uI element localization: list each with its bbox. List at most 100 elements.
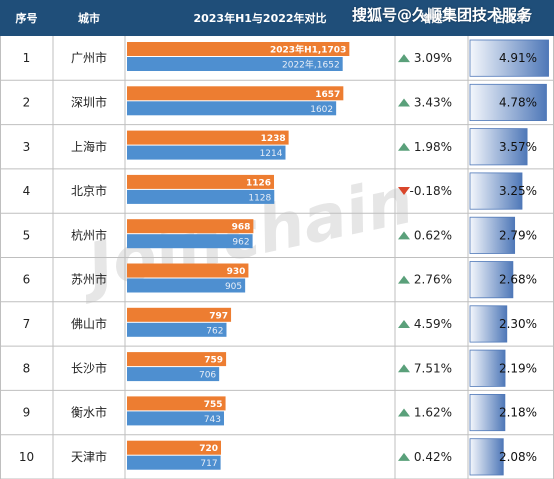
rank-cell: 7 xyxy=(23,317,31,331)
growth-up-arrow-icon xyxy=(398,142,410,151)
bar-2022 xyxy=(127,189,275,204)
bar-2022-label: 962 xyxy=(232,238,249,248)
city-cell: 衡水市 xyxy=(71,405,107,420)
bar-2022 xyxy=(127,101,337,116)
city-cell: 北京市 xyxy=(71,183,107,198)
bar-2023-label: 720 xyxy=(199,444,218,454)
share-bar xyxy=(469,216,516,254)
bar-2023-label: 2023年H1,1703 xyxy=(270,44,346,56)
bar-2023 xyxy=(127,396,226,411)
growth-value: -0.18% xyxy=(410,184,452,198)
growth-value: 0.62% xyxy=(414,228,452,242)
header-compare: 2023年H1与2022年对比 xyxy=(193,11,326,25)
bar-2022-label: 1214 xyxy=(260,149,283,159)
bar-2022-label: 743 xyxy=(204,415,221,425)
bar-2022-label: 1128 xyxy=(248,193,271,203)
rank-cell: 4 xyxy=(23,184,31,198)
share-bar xyxy=(469,261,514,299)
bar-2022-label: 762 xyxy=(206,326,223,336)
city-cell: 杭州市 xyxy=(71,227,107,242)
rank-cell: 2 xyxy=(23,95,31,109)
rank-cell: 3 xyxy=(23,140,31,154)
bar-2022 xyxy=(127,57,343,71)
bar-2022 xyxy=(127,455,221,470)
city-cell: 佛山市 xyxy=(71,316,107,331)
growth-up-arrow-icon xyxy=(398,231,410,240)
city-cell: 广州市 xyxy=(71,50,107,65)
share-bar xyxy=(469,128,528,166)
bar-2023 xyxy=(127,174,275,189)
bar-2022 xyxy=(127,145,286,160)
growth-up-arrow-icon xyxy=(398,54,410,63)
city-cell: 天津市 xyxy=(71,449,107,464)
share-bar xyxy=(469,39,549,77)
bar-2023-label: 759 xyxy=(204,356,223,366)
growth-up-arrow-icon xyxy=(398,408,410,417)
bar-2023 xyxy=(127,42,350,56)
rank-cell: 6 xyxy=(23,273,31,287)
source-watermark: 搜狐号@久顺集团技术服务 xyxy=(352,6,533,24)
bar-2022-label: 905 xyxy=(225,282,242,292)
growth-value: 2.76% xyxy=(414,273,452,287)
bar-2023 xyxy=(127,307,232,322)
growth-value: 0.42% xyxy=(414,450,452,464)
growth-up-arrow-icon xyxy=(398,319,410,328)
share-value: 2.68% xyxy=(499,273,537,287)
header-background xyxy=(0,0,554,36)
growth-up-arrow-icon xyxy=(398,98,410,107)
bar-2023-label: 1238 xyxy=(261,134,286,144)
share-bar xyxy=(469,393,506,432)
share-bar xyxy=(469,349,506,387)
bar-2022-label: 717 xyxy=(200,459,217,469)
growth-up-arrow-icon xyxy=(398,364,410,373)
bar-2022 xyxy=(127,411,225,426)
bar-2022 xyxy=(127,234,253,249)
header-rank: 序号 xyxy=(16,11,38,25)
bar-2022-label: 706 xyxy=(199,371,216,381)
bar-2022 xyxy=(127,367,220,382)
growth-value: 3.43% xyxy=(414,95,452,109)
share-value: 3.57% xyxy=(499,140,537,154)
growth-up-arrow-icon xyxy=(398,275,410,284)
city-cell: 上海市 xyxy=(71,139,107,154)
bar-2022 xyxy=(127,278,246,293)
share-bar xyxy=(469,305,508,343)
share-bar xyxy=(469,83,547,122)
bar-2023 xyxy=(127,440,221,455)
bar-2022 xyxy=(127,322,227,337)
share-value: 2.19% xyxy=(499,361,537,375)
growth-down-arrow-icon xyxy=(398,187,410,196)
growth-value: 7.51% xyxy=(414,361,452,375)
bar-2023-label: 968 xyxy=(232,223,251,233)
bar-2023 xyxy=(127,352,227,367)
bar-2022-label: 2022年,1652 xyxy=(282,59,340,71)
growth-value: 1.62% xyxy=(414,406,452,420)
header-city: 城市 xyxy=(78,11,100,25)
bar-2023-label: 797 xyxy=(209,311,228,321)
bar-2022-label: 1602 xyxy=(310,105,333,115)
growth-up-arrow-icon xyxy=(398,452,410,461)
rank-cell: 8 xyxy=(23,361,31,375)
growth-value: 3.09% xyxy=(414,51,452,65)
growth-value: 1.98% xyxy=(414,140,452,154)
city-cell: 苏州市 xyxy=(71,272,107,287)
growth-value: 4.59% xyxy=(414,317,452,331)
rank-cell: 9 xyxy=(23,406,31,420)
header-share: 占比率 xyxy=(495,11,528,25)
bar-2023 xyxy=(127,219,254,234)
share-value: 2.18% xyxy=(499,406,537,420)
share-value: 2.08% xyxy=(499,450,537,464)
share-value: 4.91% xyxy=(499,51,537,65)
bar-2023 xyxy=(127,86,344,101)
city-cell: 深圳市 xyxy=(71,94,107,109)
bar-2023-label: 1126 xyxy=(246,178,271,188)
share-bar xyxy=(469,438,504,476)
share-bar xyxy=(469,172,523,210)
share-value: 3.25% xyxy=(499,184,537,198)
rank-cell: 1 xyxy=(23,51,31,65)
bar-2023-label: 755 xyxy=(204,400,223,410)
bar-2023 xyxy=(127,130,289,145)
rank-cell: 10 xyxy=(19,450,34,464)
city-cell: 长沙市 xyxy=(71,360,107,375)
